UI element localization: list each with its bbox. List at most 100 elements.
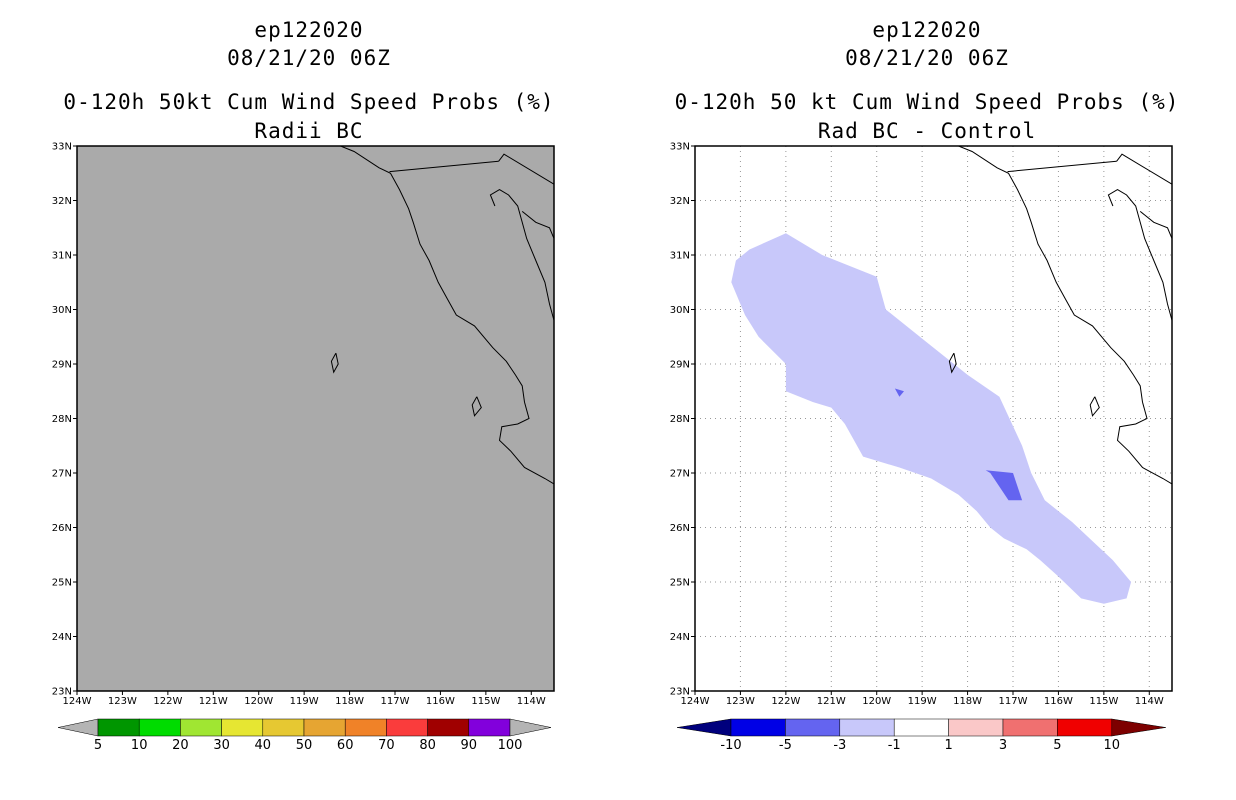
y-tick-label: 29N — [52, 360, 72, 371]
map-plot: 124W 123W 122W 121W 120W 119W 118W 117W 116W 115W… — [670, 142, 1173, 753]
colorbar-swatch — [303, 718, 346, 737]
colorbar-swatch — [1057, 718, 1113, 737]
subtitle: Radii BC — [254, 119, 364, 143]
colorbar-label: 90 — [461, 738, 478, 753]
country-border — [389, 160, 499, 173]
subtitle: Rad BC - Control — [817, 119, 1037, 143]
colorbar-swatch — [221, 718, 264, 737]
island — [471, 396, 482, 417]
colorbar-swatch — [839, 718, 895, 737]
colorbar-end-right — [1111, 718, 1166, 737]
y-tick-label: 24N — [52, 632, 72, 643]
x-tick-label: 120W — [244, 696, 273, 707]
y-tick-label: 28N — [52, 414, 72, 425]
colorbar-swatch — [893, 718, 949, 737]
colorbar-label: 20 — [172, 738, 189, 753]
colorbar-swatch — [948, 718, 1004, 737]
probability-contour — [894, 388, 904, 397]
x-tick-label: 122W — [153, 696, 182, 707]
gulf-coastline-east — [1139, 211, 1172, 239]
colorbar-swatch — [138, 718, 181, 737]
colorbar-label: -1 — [888, 738, 901, 753]
colorbar-end-left — [676, 718, 732, 737]
x-tick-label: 124W — [681, 696, 710, 707]
colorbar-swatch — [468, 718, 511, 737]
y-tick-label: 24N — [670, 632, 690, 643]
state-border — [1116, 153, 1172, 185]
probability-contour — [731, 233, 1132, 604]
colorbar-label: 10 — [1104, 738, 1121, 753]
colorbar-label: 60 — [337, 738, 354, 753]
gulf-coastline — [1107, 189, 1172, 321]
probability-contour — [985, 470, 1023, 501]
map-panel-right: ep122020 08/21/20 06Z 0-120h 50 kt Cum W… — [618, 0, 1236, 800]
x-tick-label: 118W — [953, 696, 982, 707]
y-tick-label: 25N — [52, 578, 72, 589]
x-tick-label: 121W — [199, 696, 228, 707]
datetime: 08/21/20 06Z — [227, 46, 391, 70]
x-tick-label: 119W — [290, 696, 319, 707]
y-tick-label: 26N — [52, 523, 72, 534]
country-border — [1007, 160, 1117, 173]
colorbar-label: 1 — [944, 738, 952, 753]
y-tick-label: 28N — [670, 414, 690, 425]
colorbar-label: -5 — [779, 738, 792, 753]
colorbar-label: 80 — [419, 738, 436, 753]
y-tick-label: 32N — [52, 196, 72, 207]
y-tick-label: 30N — [52, 305, 72, 316]
datetime: 08/21/20 06Z — [845, 46, 1009, 70]
x-tick-label: 123W — [726, 696, 755, 707]
coastline — [958, 146, 1172, 485]
colorbar-label: 10 — [131, 738, 148, 753]
colorbar-swatch — [344, 718, 387, 737]
island — [330, 352, 339, 374]
x-tick-label: 115W — [471, 696, 500, 707]
x-tick-label: 121W — [817, 696, 846, 707]
colorbar-label: 40 — [255, 738, 272, 753]
y-tick-label: 25N — [670, 578, 690, 589]
y-tick-label: 30N — [670, 305, 690, 316]
colorbar-label: -10 — [720, 738, 741, 753]
colorbar-end-right — [509, 718, 552, 737]
state-border — [498, 153, 554, 185]
x-tick-label: 117W — [381, 696, 410, 707]
colorbar-label: -3 — [833, 738, 846, 753]
x-tick-label: 115W — [1089, 696, 1118, 707]
storm-id: ep122020 — [872, 18, 982, 42]
colorbar-swatch — [97, 718, 140, 737]
x-tick-label: 114W — [517, 696, 546, 707]
y-tick-label: 23N — [670, 687, 690, 698]
map-plot: 124W 123W 122W 121W 120W 119W 118W 117W 116W 115W… — [52, 142, 555, 753]
x-tick-label: 114W — [1135, 696, 1164, 707]
island — [1089, 396, 1100, 417]
colorbar-label: 5 — [94, 738, 102, 753]
map-panel-left: ep122020 08/21/20 06Z 0-120h 50kt Cum Wi… — [52, 18, 555, 753]
y-tick-label: 33N — [52, 142, 72, 153]
colorbar-swatch — [785, 718, 841, 737]
colorbar-swatch — [386, 718, 428, 737]
island — [948, 352, 957, 374]
x-tick-label: 118W — [335, 696, 364, 707]
colorbar-swatch — [1002, 718, 1058, 737]
x-tick-label: 116W — [426, 696, 455, 707]
colorbar-swatch — [262, 718, 305, 737]
colorbar: -10 -5 -3 -1 1 3 5 10 — [676, 718, 1166, 753]
colorbar-swatch — [180, 718, 222, 737]
y-tick-label: 31N — [52, 251, 72, 262]
map-lines — [330, 146, 554, 485]
map-lines — [948, 146, 1172, 485]
x-tick-label: 123W — [108, 696, 137, 707]
y-tick-label: 26N — [670, 523, 690, 534]
colorbar-label: 5 — [1053, 738, 1061, 753]
gulf-coastline — [489, 189, 554, 321]
colorbar-label: 3 — [999, 738, 1007, 753]
x-tick-label: 119W — [908, 696, 937, 707]
x-tick-label: 116W — [1044, 696, 1073, 707]
plot-background — [77, 146, 554, 691]
colorbar-swatch — [730, 718, 786, 737]
product-title: 0-120h 50 kt Cum Wind Speed Probs (%) — [674, 90, 1180, 114]
product-title: 0-120h 50kt Cum Wind Speed Probs (%) — [63, 90, 555, 114]
gulf-coastline-east — [521, 211, 554, 239]
y-tick-label: 23N — [52, 687, 72, 698]
axes: 124W 123W 122W 121W 120W 119W 118W 117W 116W 115W… — [670, 142, 1164, 708]
